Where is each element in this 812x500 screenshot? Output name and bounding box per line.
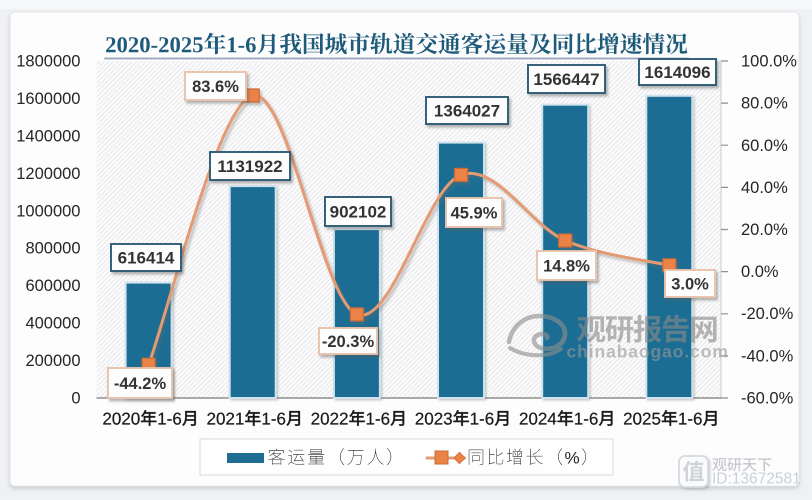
svg-text:-40.0%: -40.0% — [741, 347, 794, 365]
svg-text:1000000: 1000000 — [16, 202, 80, 220]
svg-text:ID:13672581: ID:13672581 — [712, 471, 801, 488]
svg-text:1800000: 1800000 — [16, 53, 80, 71]
svg-text:-20.3%: -20.3% — [322, 333, 375, 351]
svg-text:1364027: 1364027 — [434, 102, 500, 121]
svg-text:-20.0%: -20.0% — [741, 305, 794, 323]
svg-text:-44.2%: -44.2% — [114, 375, 167, 393]
svg-text:45.9%: 45.9% — [451, 205, 498, 223]
svg-text:1566447: 1566447 — [533, 70, 599, 89]
svg-text:20.0%: 20.0% — [741, 221, 788, 239]
svg-text:83.6%: 83.6% — [192, 78, 239, 96]
svg-text:60.0%: 60.0% — [741, 137, 788, 155]
svg-text:80.0%: 80.0% — [741, 95, 788, 113]
svg-text:400000: 400000 — [25, 315, 80, 333]
svg-text:902102: 902102 — [330, 203, 387, 222]
svg-text:100.0%: 100.0% — [741, 53, 797, 71]
svg-text:616414: 616414 — [118, 249, 175, 268]
svg-text:1600000: 1600000 — [16, 90, 80, 108]
svg-text:-60.0%: -60.0% — [741, 390, 794, 408]
svg-text:800000: 800000 — [25, 240, 80, 258]
svg-text:%: % — [565, 449, 580, 468]
svg-text:0: 0 — [71, 390, 80, 408]
svg-text:3.0%: 3.0% — [671, 276, 709, 294]
svg-text:1131922: 1131922 — [217, 157, 282, 176]
svg-text:200000: 200000 — [25, 352, 80, 370]
svg-text:1614096: 1614096 — [644, 63, 710, 82]
svg-text:1200000: 1200000 — [16, 165, 80, 183]
svg-text:0.0%: 0.0% — [741, 263, 779, 281]
svg-text:14.8%: 14.8% — [543, 258, 590, 276]
svg-text:600000: 600000 — [25, 277, 80, 295]
svg-text:40.0%: 40.0% — [741, 179, 788, 197]
svg-text:chinabaogao.com: chinabaogao.com — [567, 342, 729, 362]
svg-text:1400000: 1400000 — [16, 127, 80, 145]
